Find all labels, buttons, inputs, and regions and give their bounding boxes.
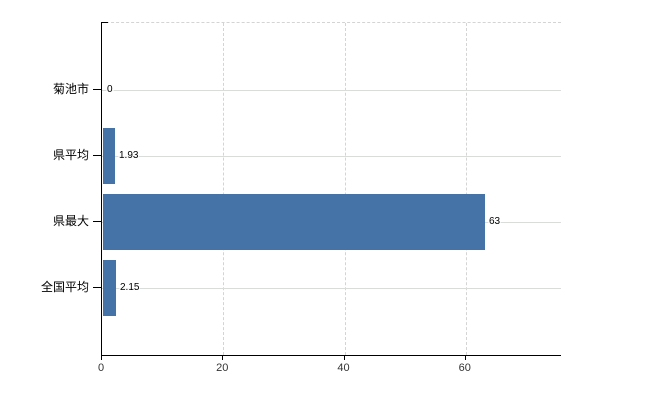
bar[interactable] [103, 260, 116, 316]
x-tick-label: 20 [216, 362, 229, 374]
x-tick-label: 40 [337, 362, 350, 374]
plot-area: 0 1.93 63 2.15 [101, 22, 561, 356]
category-label: 県平均 [52, 148, 89, 162]
value-label: 63 [488, 215, 502, 229]
horizontal-gridline [102, 90, 561, 91]
category-label: 菊池市 [52, 82, 89, 96]
bar[interactable] [103, 194, 485, 250]
y-axis-tick [93, 221, 101, 222]
y-axis-tick [93, 287, 101, 288]
horizontal-gridline [102, 288, 561, 289]
category-label: 県最大 [52, 214, 89, 228]
category-label: 全国平均 [40, 280, 89, 294]
x-axis-tick [222, 355, 224, 360]
y-axis-tick [93, 89, 101, 90]
value-label: 0 [106, 83, 114, 97]
bar[interactable] [103, 128, 115, 184]
value-label: 1.93 [118, 149, 140, 163]
x-axis-tick [343, 355, 345, 360]
x-tick-label: 0 [97, 362, 105, 374]
horizontal-gridline [102, 156, 561, 157]
x-tick-label: 60 [458, 362, 471, 374]
x-axis-tick [464, 355, 466, 360]
y-axis-tick [93, 155, 101, 156]
vertical-gridline [465, 23, 467, 355]
value-label: 2.15 [119, 281, 141, 295]
y-axis-top-tick [101, 22, 108, 23]
x-axis-tick [101, 355, 102, 360]
vertical-gridline [223, 23, 225, 355]
vertical-gridline [344, 23, 346, 355]
